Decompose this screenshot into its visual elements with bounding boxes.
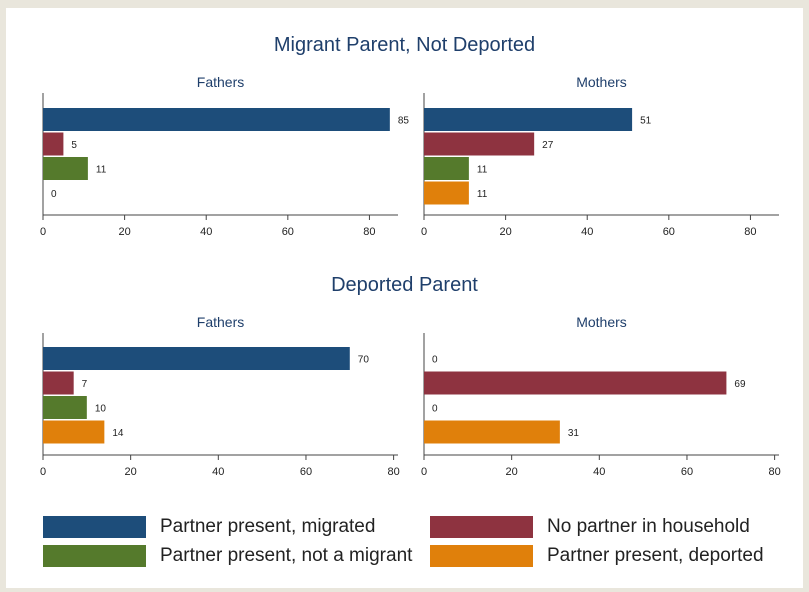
panel-title: Fathers [197, 314, 244, 330]
legend-swatch [430, 545, 533, 567]
x-tick-label: 0 [421, 466, 427, 478]
x-tick-label: 80 [744, 226, 756, 238]
bar [424, 181, 469, 205]
panel-title: Fathers [197, 74, 244, 90]
x-tick-label: 20 [499, 226, 511, 238]
data-label: 51 [640, 116, 652, 127]
data-label: 10 [95, 404, 107, 415]
data-label: 31 [568, 428, 580, 439]
x-tick-label: 40 [200, 226, 212, 238]
x-tick-label: 20 [506, 466, 518, 478]
data-label: 27 [542, 140, 554, 151]
x-tick-label: 60 [282, 226, 294, 238]
data-label: 0 [51, 189, 57, 200]
legend-item-not-migrant: Partner present, not a migrant [43, 545, 412, 567]
data-label: 5 [71, 140, 77, 151]
panel-title: Mothers [576, 314, 627, 330]
data-label: 69 [734, 379, 746, 390]
legend-label: No partner in household [547, 516, 750, 537]
x-tick-label: 0 [40, 226, 46, 238]
x-tick-label: 40 [593, 466, 605, 478]
x-tick-label: 40 [212, 466, 224, 478]
bar [424, 157, 469, 180]
data-label: 0 [432, 355, 438, 366]
legend-swatch [43, 545, 146, 567]
data-label: 11 [477, 189, 488, 200]
data-label: 11 [96, 165, 107, 176]
data-label: 85 [398, 116, 410, 127]
panel-title: Mothers [576, 74, 627, 90]
bar [43, 157, 88, 180]
x-tick-label: 40 [581, 226, 593, 238]
legend-label: Partner present, not a migrant [160, 545, 413, 566]
bar [424, 371, 727, 395]
x-tick-label: 80 [363, 226, 375, 238]
legend-item-migrated: Partner present, migrated [43, 516, 375, 538]
section-title-deported: Deported Parent [331, 274, 478, 296]
legend-label: Partner present, deported [547, 545, 764, 566]
bar [424, 108, 633, 131]
legend-item-no-partner: No partner in household [430, 516, 750, 538]
x-tick-label: 0 [421, 226, 427, 238]
x-tick-label: 0 [40, 466, 46, 478]
bar [424, 420, 560, 444]
bar [43, 371, 74, 395]
data-label: 0 [432, 404, 438, 415]
legend-label: Partner present, migrated [160, 516, 376, 537]
x-tick-label: 20 [118, 226, 130, 238]
x-tick-label: 60 [300, 466, 312, 478]
data-label: 7 [82, 379, 88, 390]
bar [43, 420, 105, 444]
section-title-migrant: Migrant Parent, Not Deported [273, 34, 536, 56]
data-label: 11 [477, 165, 488, 176]
bar [43, 108, 390, 131]
x-tick-label: 60 [663, 226, 675, 238]
bar [43, 347, 350, 370]
x-tick-label: 80 [387, 466, 399, 478]
bar [43, 396, 87, 419]
data-label: 14 [112, 428, 124, 439]
x-tick-label: 20 [125, 466, 137, 478]
figure-background [6, 8, 803, 588]
data-label: 70 [358, 355, 370, 366]
x-tick-label: 80 [768, 466, 780, 478]
legend-swatch [430, 516, 533, 538]
legend-swatch [43, 516, 146, 538]
bar [424, 132, 535, 156]
bar [43, 132, 64, 156]
legend-item-deported: Partner present, deported [430, 545, 764, 567]
x-tick-label: 60 [681, 466, 693, 478]
